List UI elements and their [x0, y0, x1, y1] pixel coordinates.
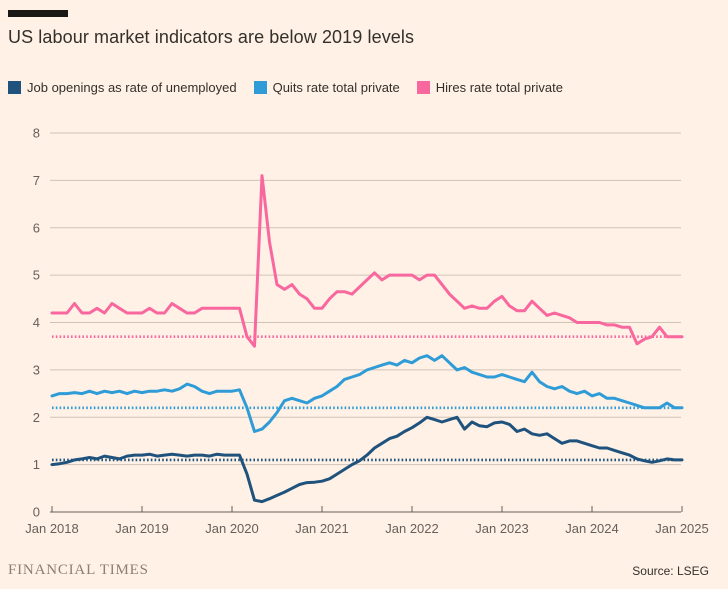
x-tick-label-jan-2020: Jan 2020: [205, 521, 259, 536]
y-tick-label-4: 4: [33, 315, 40, 330]
x-tick-label-jan-2022: Jan 2022: [385, 521, 439, 536]
legend-swatch-blue: [253, 81, 267, 94]
y-tick-label-6: 6: [33, 220, 40, 235]
y-tick-label-2: 2: [33, 410, 40, 425]
y-tick-label-1: 1: [33, 457, 40, 472]
x-tick-label-jan-2024: Jan 2024: [565, 521, 619, 536]
legend-item-job-openings: Job openings as rate of unemployed: [8, 80, 237, 95]
source-label: Source: LSEG: [632, 564, 709, 578]
x-tick-label-jan-2018: Jan 2018: [25, 521, 79, 536]
legend-swatch-pink: [416, 81, 430, 94]
legend-item-quits-rate: Quits rate total private: [253, 80, 400, 95]
series-line-hires-rate-total-private: [50, 174, 684, 348]
y-tick-label-7: 7: [33, 173, 40, 188]
legend-item-hires-rate: Hires rate total private: [416, 80, 563, 95]
y-tick-label-3: 3: [33, 362, 40, 377]
legend-label-job-openings: Job openings as rate of unemployed: [27, 80, 237, 95]
series-line-quits-rate-total-private: [50, 354, 684, 433]
ft-top-rule: [8, 10, 68, 17]
y-tick-label-8: 8: [33, 126, 40, 141]
chart-title: US labour market indicators are below 20…: [8, 27, 415, 47]
legend-label-hires-rate: Hires rate total private: [435, 80, 563, 95]
series-line-job-openings-as-rate-of-unemployed: [50, 415, 684, 504]
x-tick-label-jan-2025: Jan 2025: [655, 521, 709, 536]
ft-logo-text: FINANCIAL TIMES: [8, 562, 149, 578]
legend-swatch-navy: [8, 81, 21, 94]
x-tick-label-jan-2023: Jan 2023: [475, 521, 529, 536]
y-tick-label-0: 0: [33, 505, 40, 520]
x-tick-label-jan-2019: Jan 2019: [115, 521, 169, 536]
x-tick-label-jan-2021: Jan 2021: [295, 521, 349, 536]
line-chart: 0 1 2 3 4 5 6 7 8 Jan 2018 Jan 2019 Jan 2020 Jan 202…: [25, 126, 709, 537]
legend-label-quits-rate: Quits rate total private: [272, 80, 400, 95]
chart-legend: Job openings as rate of unemployed Quits…: [8, 80, 563, 95]
y-tick-label-5: 5: [33, 268, 40, 283]
